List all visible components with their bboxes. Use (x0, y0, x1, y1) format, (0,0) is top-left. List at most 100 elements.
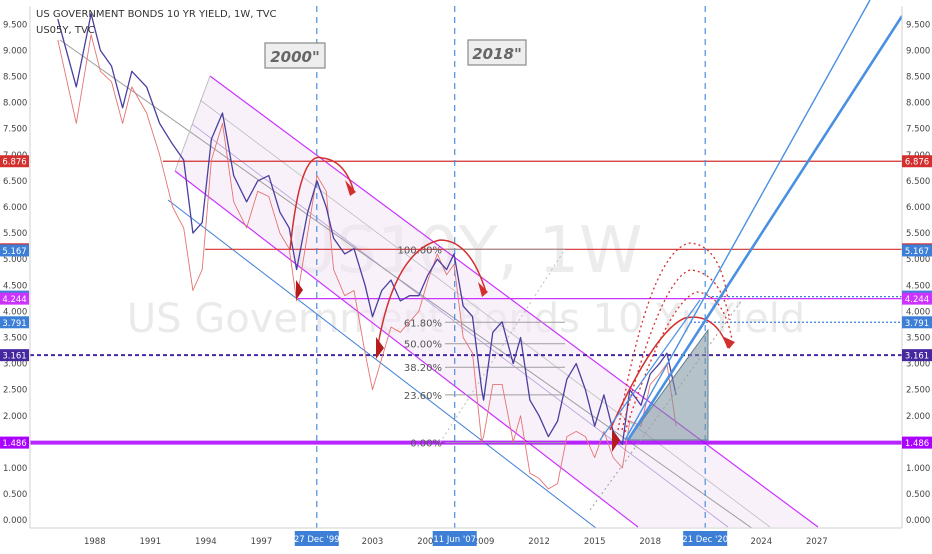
y-tick-left-5.000: 5.000 (3, 255, 27, 265)
level-tag-right-3.161[interactable] (902, 349, 932, 362)
pivot-marker-0 (296, 280, 303, 300)
channel-line-3[interactable] (167, 199, 623, 549)
x-tick-1994: 1994 (195, 537, 217, 547)
y-tick-left-1.000: 1.000 (3, 464, 27, 474)
fib-label-5: 0.00% (410, 439, 442, 450)
level-tag-label-right-5.167: 5.167 (905, 247, 929, 257)
pivot-marker-1 (376, 337, 384, 359)
date-marker-tag-2[interactable] (683, 531, 728, 546)
y-tick-right-3.000: 3.000 (906, 360, 930, 370)
y-tick-right-0.000: 0.000 (906, 516, 930, 526)
level-tag-right-3.791[interactable] (902, 316, 932, 329)
y-tick-right-2.000: 2.000 (906, 412, 930, 422)
fib-label-3: 38.20% (404, 363, 442, 374)
right-axis-panel (902, 0, 932, 550)
y-tick-left-5.500: 5.500 (3, 229, 27, 239)
rising-dotted-line (589, 299, 743, 511)
y-tick-left-0.000: 0.000 (3, 516, 27, 526)
projection-triangle[interactable] (627, 328, 709, 441)
level-tag-left-3.791[interactable] (0, 316, 29, 329)
overlay-symbol-label: US05Y, TVC (36, 25, 95, 36)
date-marker-tag-1[interactable] (432, 531, 477, 546)
y-tick-left-2.000: 2.000 (3, 412, 27, 422)
y-tick-left-8.000: 8.000 (3, 99, 27, 109)
y-tick-right-8.500: 8.500 (906, 72, 930, 82)
projection-arc-2[interactable] (609, 316, 729, 431)
level-tag-label-left-1.486: 1.486 (2, 439, 26, 449)
y-tick-right-0.500: 0.500 (906, 490, 930, 500)
arc-arrowhead-1 (478, 282, 488, 297)
level-tag-right-1.486[interactable] (902, 436, 932, 449)
x-tick-2015: 2015 (584, 537, 606, 547)
y-tick-left-0.500: 0.500 (3, 490, 27, 500)
y-tick-left-9.000: 9.000 (3, 46, 27, 56)
drawings-layer (289, 0, 904, 511)
date-marker-label-1: 11 Jun '07 (433, 535, 476, 545)
level-tag-right-5.167[interactable] (902, 244, 932, 257)
x-tick-1988: 1988 (84, 537, 106, 547)
annotation-2018[interactable]: 2018" (467, 39, 527, 66)
annotation-2000[interactable]: 2000" (264, 42, 326, 69)
series-layer (57, 13, 677, 490)
level-tag-label-right-3.161: 3.161 (905, 352, 929, 362)
date-marker-label-2: 21 Dec '20 (682, 535, 728, 545)
level-tag-left-1.486[interactable] (0, 436, 29, 449)
level-tag-label-right-6.876: 6.876 (905, 158, 929, 168)
channel-line-5[interactable] (199, 99, 771, 528)
level-tag-label-left-3.791: 3.791 (2, 319, 26, 329)
annotation-2018-label: 2018" (472, 45, 522, 63)
y-tick-left-6.000: 6.000 (3, 203, 27, 213)
y-tick-left-3.000: 3.000 (3, 360, 27, 370)
y-tick-right-3.500: 3.500 (906, 333, 930, 343)
series-us10y[interactable] (57, 13, 677, 446)
y-tick-left-6.500: 6.500 (3, 177, 27, 187)
level-tag-right-6.876[interactable] (902, 155, 932, 168)
level-tag-left-3.161[interactable] (0, 349, 29, 362)
arc-arrowhead-0 (345, 180, 356, 196)
level-tag-right-4.244[interactable] (902, 292, 932, 305)
y-tick-left-9.500: 9.500 (3, 20, 27, 30)
fib-label-2: 50.00% (404, 340, 442, 351)
projection-arc-1[interactable] (377, 239, 487, 346)
y-tick-right-8.000: 8.000 (906, 99, 930, 109)
rising-line-inner[interactable] (599, 299, 701, 441)
date-marker-tag-0[interactable] (294, 531, 339, 546)
x-tick-1991: 1991 (140, 537, 162, 547)
rising-line-outer[interactable] (624, 0, 871, 441)
channel-line-2[interactable] (191, 123, 729, 528)
y-tick-left-7.500: 7.500 (3, 125, 27, 135)
y-tick-right-6.500: 6.500 (906, 177, 930, 187)
vertical-markers-layer (316, 6, 706, 528)
fib-label-4: 23.60% (404, 391, 442, 402)
level-tag-label-left-3.161: 3.161 (2, 352, 26, 362)
y-tick-left-2.500: 2.500 (3, 386, 27, 396)
y-tick-right-9.500: 9.500 (906, 20, 930, 30)
level-tag-label-right-1.486: 1.486 (905, 439, 929, 449)
chart-title: US GOVERNMENT BONDS 10 YR YIELD, 1W, TVC (36, 9, 277, 20)
projection-dotted-arc-2[interactable] (624, 291, 733, 433)
projection-arc-0[interactable] (289, 156, 355, 251)
level-tag-left-5.167[interactable] (0, 244, 29, 257)
level-tag-label-left-5.167: 5.167 (2, 247, 26, 257)
level-tag-left-6.876[interactable] (0, 155, 29, 168)
rising-line-main[interactable] (626, 15, 904, 441)
pivot-marker-2 (612, 430, 620, 452)
x-tick-2027: 2027 (806, 537, 828, 547)
y-tick-left-8.500: 8.500 (3, 72, 27, 82)
x-tick-2018: 2018 (639, 537, 661, 547)
y-tick-right-9.000: 9.000 (906, 46, 930, 56)
y-tick-right-2.500: 2.500 (906, 386, 930, 396)
x-tick-2024: 2024 (750, 537, 772, 547)
left-axis-panel (0, 0, 30, 550)
level-tag-left-4.244[interactable] (0, 292, 29, 305)
y-tick-right-7.500: 7.500 (906, 125, 930, 135)
level-tag-label-right-4.244: 4.244 (905, 295, 929, 305)
series-us05y[interactable] (57, 34, 677, 490)
x-tick-2006: 2006 (417, 537, 439, 547)
x-tick-2009: 2009 (473, 537, 495, 547)
channel-line-0[interactable] (209, 75, 819, 528)
annotation-2000-label: 2000" (270, 48, 320, 66)
level-tag-label-left-6.876: 6.876 (2, 158, 26, 168)
